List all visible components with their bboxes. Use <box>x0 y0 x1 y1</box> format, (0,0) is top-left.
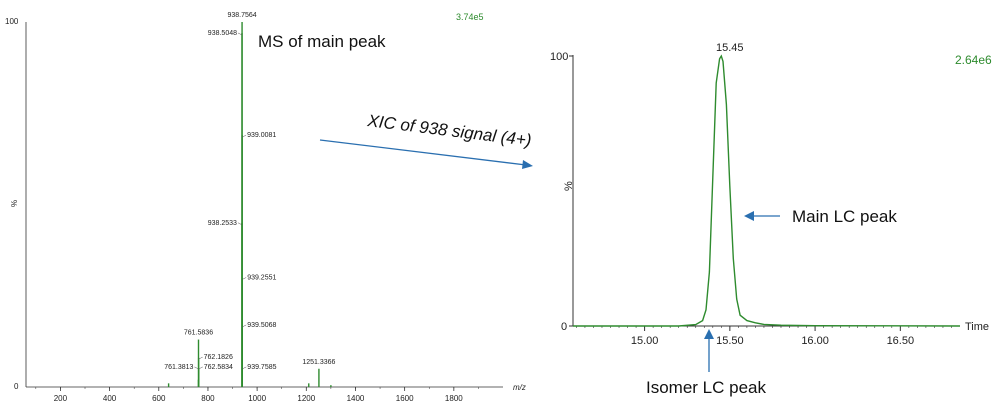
ms-x-tick-label-4: 1000 <box>248 394 266 402</box>
ms-peak-label-2: 939.0081 <box>247 132 276 139</box>
ms-label-leader-2 <box>242 134 247 138</box>
xic-arrow-head <box>522 160 533 169</box>
ms-peak-label-11: 1251.3366 <box>302 359 335 366</box>
xic-arrow-line <box>319 139 527 166</box>
ms-x-label: m/z <box>513 383 526 392</box>
ms-label-leader-10 <box>194 366 199 370</box>
xic-x-label: Time <box>965 321 989 333</box>
ms-x-tick-label-6: 1400 <box>347 394 365 402</box>
xic-annotation: XIC of 938 signal (4+) <box>366 111 533 150</box>
ms-label-leader-1 <box>237 32 243 36</box>
ms-y-label: % <box>10 200 19 207</box>
ms-x-tick-label-2: 600 <box>152 394 166 402</box>
xic-trace <box>573 54 961 327</box>
ms-peak-label-6: 939.7585 <box>247 364 276 371</box>
ms-x-tick-label-8: 1800 <box>445 394 463 402</box>
xic-max-intensity: 2.64e6 <box>955 53 992 67</box>
ms-label-leader-3 <box>237 222 243 225</box>
ms-ticks: 200 400 600 800 1000 1200 1400 1600 1800 <box>35 387 479 402</box>
ms-peak-label-9: 762.5834 <box>204 364 233 371</box>
ms-peak-label-7: 761.5836 <box>184 330 213 337</box>
main-peak-annotation: Main LC peak <box>792 207 897 226</box>
ms-peak-label-4: 939.2551 <box>247 275 276 282</box>
xic-x-tick-label-2: 16.00 <box>801 335 829 347</box>
ms-peak-label-5: 939.5068 <box>247 322 276 329</box>
xic-y-zero-label: 0 <box>561 321 567 333</box>
isomer-arrow-head <box>704 329 714 339</box>
ms-peak-labels: 938.7564 938.5048 939.0081 938.2533 939.2551… <box>164 12 335 371</box>
ms-x-tick-label-7: 1600 <box>396 394 414 402</box>
xic-y-max-label: 100 <box>550 51 568 63</box>
xic-x-tick-label-0: 15.00 <box>631 335 659 347</box>
ms-x-tick-label-3: 800 <box>201 394 215 402</box>
ms-y-max-label: 100 <box>5 17 19 26</box>
xic-apex-label: 15.45 <box>716 42 744 54</box>
ms-max-intensity: 3.74e5 <box>456 12 484 22</box>
ms-peak-label-8: 762.1826 <box>204 354 233 361</box>
ms-peak-label-10: 761.3813 <box>164 364 193 371</box>
ms-x-tick-label-1: 400 <box>103 394 117 402</box>
ms-peak-label-3: 938.2533 <box>208 220 237 227</box>
xic-y-label: % <box>563 181 575 191</box>
ms-peak-label-1: 938.5048 <box>208 30 237 37</box>
ms-x-tick-label-5: 1200 <box>297 394 315 402</box>
ms-y-zero-label: 0 <box>14 382 19 391</box>
main-peak-arrow-head <box>744 211 754 221</box>
isomer-peak-annotation: Isomer LC peak <box>646 378 766 397</box>
xic-x-tick-label-3: 16.50 <box>887 335 915 347</box>
xic-pointer: XIC of 938 signal (4+) <box>319 111 533 169</box>
ms-peaks <box>167 22 332 387</box>
ms-label-leader-6 <box>242 366 247 370</box>
ms-x-tick-label-0: 200 <box>54 394 68 402</box>
xic-panel: 15.00 15.50 16.00 16.50 100 0 % Time 2.64e6… <box>550 42 992 397</box>
ms-annotation: MS of main peak <box>258 32 386 51</box>
ms-spectrum-panel: 200 400 600 800 1000 1200 1400 1600 1800 100 0 %… <box>5 12 526 402</box>
ms-label-leader-4 <box>242 277 247 280</box>
ms-label-leader-9 <box>198 366 203 370</box>
ms-label-leader-5 <box>242 324 247 328</box>
xic-x-tick-label-1: 15.50 <box>716 335 744 347</box>
ms-label-leader-8 <box>198 356 203 360</box>
xic-ticks: 15.00 15.50 16.00 16.50 <box>569 55 952 347</box>
ms-peak-label-0: 938.7564 <box>227 12 256 19</box>
